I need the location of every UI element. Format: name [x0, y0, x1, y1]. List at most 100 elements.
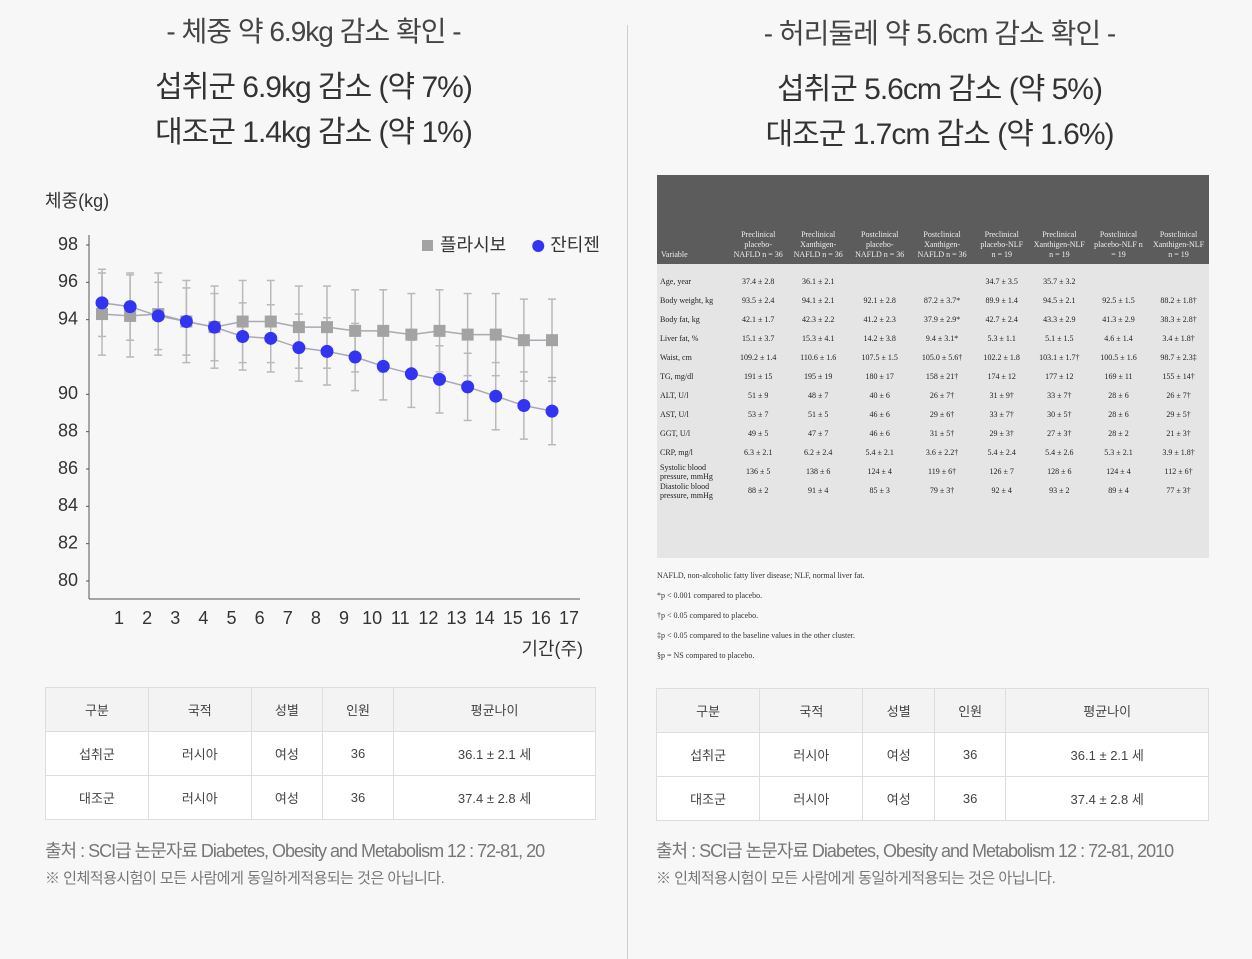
marker [489, 389, 503, 403]
header-cell: 성별 [250, 687, 323, 732]
cell: 136 ± 5 [746, 467, 771, 476]
footnote: †p < 0.05 compared to placebo. [657, 611, 759, 620]
cell: 103.1 ± 1.7† [1039, 353, 1080, 362]
marker [489, 328, 502, 341]
cell: Systolic blood pressure, mmHg [660, 462, 713, 481]
cell: 3.4 ± 1.8† [1162, 334, 1195, 343]
cell: 섭취군 [45, 731, 149, 776]
cell: 158 ± 21† [925, 372, 959, 381]
x-tick-label: 16 [531, 608, 551, 628]
cell: 3.9 ± 1.8† [1162, 448, 1195, 457]
cell: 119 ± 6† [928, 467, 957, 476]
cell: 31 ± 9† [989, 391, 1014, 400]
table-row: 구분 국적 성별 인원 평균나이 [45, 687, 596, 732]
x-tick-label: 14 [475, 608, 495, 628]
cell: 46 ± 6 [869, 410, 890, 419]
cell: 26 ± 7† [929, 391, 955, 400]
cell: 169 ± 11 [1104, 372, 1133, 381]
table-row: AST, U/l 53 ± 7 51 ± 5 46 ± 6 29 ± 6† 33 ± 7†… [657, 405, 1209, 424]
cell: 37.4 ± 2.8 세 [1005, 776, 1209, 821]
cell: Age, year [660, 277, 692, 286]
cell: 94.1 ± 2.1 [801, 296, 835, 305]
cell: 여성 [862, 732, 935, 777]
legend-marker [422, 240, 433, 251]
header-cell: 평균나이 [393, 687, 596, 732]
cell: 28 ± 6 [1108, 391, 1129, 400]
x-tick-label: 5 [226, 608, 236, 628]
header-cell: Preclinical Xanthigen-NLF n = 19 [1029, 175, 1089, 264]
y-tick-label: 88 [58, 420, 78, 440]
cell: 94.5 ± 2.1 [1043, 296, 1076, 305]
cell: 41.3 ± 2.9 [1102, 315, 1135, 324]
y-tick-label: 84 [58, 495, 78, 515]
header-cell: Postclinical Xanthigen-NAFLD n = 36 [910, 175, 974, 264]
cell: 98.7 ± 2.3‡ [1160, 353, 1197, 362]
marker [433, 372, 446, 386]
cell: 174 ± 12 [987, 372, 1016, 381]
x-tick-label: 1 [114, 608, 124, 628]
cell: 15.1 ± 3.7 [742, 334, 775, 343]
table-row: ALT, U/l 51 ± 9 48 ± 7 40 ± 6 26 ± 7† 31 ± 9†… [657, 386, 1209, 405]
summary-line: 섭취군 5.6cm 감소 (약 5%) [777, 73, 1103, 106]
y-axis-label: 체중(kg) [45, 191, 109, 211]
cell: 러시아 [759, 776, 864, 821]
cell: 107.5 ± 1.5 [861, 353, 898, 362]
cell: 40 ± 6 [869, 391, 890, 400]
cell: 여성 [862, 776, 935, 821]
cell: 6.2 ± 2.4 [803, 448, 833, 457]
header-cell: Postclinical placebo-NAFLD n = 36 [848, 175, 911, 264]
cell: 대조군 [45, 775, 149, 820]
cell: 37.4 ± 2.8 [742, 277, 775, 286]
x-tick-label: 9 [339, 608, 349, 628]
info-table: 구분 국적 성별 인원 평균나이 섭취군 러시아 여성 36 36.1 ± 2.1 세 대조군 러시아… [655, 688, 1209, 821]
cell: 42.1 ± 1.7 [742, 315, 775, 324]
cell: 6.3 ± 2.1 [744, 448, 773, 457]
header-cell: 국적 [147, 687, 252, 732]
cell: 33 ± 7† [989, 410, 1014, 419]
table-row: TG, mg/dl 191 ± 15 195 ± 19 180 ± 17 158 ± 2… [657, 367, 1209, 386]
table-row: 대조군 러시아 여성 36 37.4 ± 2.8 세 [655, 776, 1209, 821]
y-tick-label: 90 [58, 383, 78, 403]
cell: 92 ± 4 [991, 486, 1012, 495]
cell: 177 ± 12 [1045, 372, 1074, 381]
marker [320, 344, 334, 358]
footnote: *p < 0.001 compared to placebo. [657, 591, 763, 600]
cell: 155 ± 14† [1162, 372, 1195, 381]
source: 출처 : SCI급 논문자료 Diabetes, Obesity and Met… [45, 841, 545, 861]
y-tick-label: 86 [58, 458, 78, 478]
cell: 102.2 ± 1.8 [983, 353, 1020, 362]
cell: 180 ± 17 [865, 372, 894, 381]
info-table: 구분 국적 성별 인원 평균나이 섭취군 러시아 여성 36 36.1 ± 2.1 세 대조군 러시아… [45, 687, 596, 820]
table-row: CRP, mg/l 6.3 ± 2.1 6.2 ± 2.4 5.4 ± 2.1 3.6 … [657, 443, 1209, 462]
x-tick-label: 7 [283, 608, 293, 628]
cell: 87.2 ± 3.7* [923, 296, 961, 305]
cell: Liver fat, % [660, 334, 699, 343]
marker [349, 324, 362, 337]
cell: 27 ± 3† [1047, 429, 1072, 438]
source: 출처 : SCI급 논문자료 Diabetes, Obesity and Met… [656, 841, 1174, 861]
cell: 36 [321, 775, 395, 820]
cell: 5.1 ± 1.5 [1045, 334, 1074, 343]
marker [292, 341, 306, 355]
marker [321, 321, 333, 334]
cell: 110.6 ± 1.6 [800, 353, 837, 362]
marker [292, 321, 305, 334]
cell: 38.3 ± 2.8† [1160, 315, 1197, 324]
x-tick-label: 15 [503, 608, 523, 628]
table-row: Body fat, kg 42.1 ± 1.7 42.3 ± 2.2 41.2 ± 2… [657, 310, 1209, 329]
cell: 128 ± 6 [1047, 467, 1072, 476]
cell: 34.7 ± 3.5 [985, 277, 1018, 286]
cell: 14.2 ± 3.8 [863, 334, 896, 343]
cell: CRP, mg/l [660, 448, 693, 457]
cell: 89 ± 4 [1108, 486, 1129, 495]
header-cell: Preclinical placebo-NLF n = 19 [973, 175, 1030, 264]
x-axis-label: 기간(주) [521, 639, 583, 659]
cell: 43.3 ± 2.9 [1043, 315, 1076, 324]
cell: 49 ± 5 [748, 429, 769, 438]
y-tick-label: 80 [58, 570, 78, 590]
marker [264, 331, 278, 345]
cell: 러시아 [147, 731, 252, 776]
header-cell: 인원 [321, 687, 395, 732]
table-row: GGT, U/l 49 ± 5 47 ± 7 46 ± 6 31 ± 5† 29 ± 3†… [657, 424, 1209, 443]
